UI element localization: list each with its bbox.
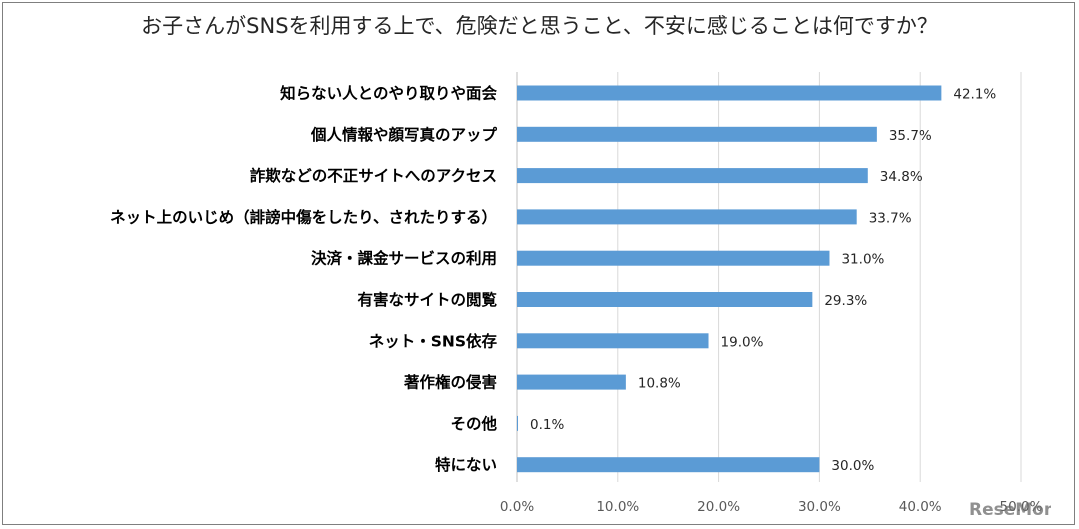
value-label: 34.8% [880, 169, 923, 185]
value-label: 0.1% [530, 417, 564, 433]
x-tick-label: 30.0% [798, 499, 841, 515]
category-label: ネット・SNS依存 [369, 331, 498, 350]
value-label: 30.0% [831, 458, 874, 474]
x-tick-label: 50.0% [1000, 499, 1043, 515]
resemom-logo: ReseMom [969, 499, 1051, 519]
bars [517, 85, 942, 473]
value-labels: 42.1% 35.7% 34.8% 33.7% 31.0% 29.3% 19.0% 10.8%… [530, 87, 996, 475]
category-label: ネット上のいじめ（誹謗中傷をしたり、されたりする） [110, 207, 497, 226]
bar [517, 250, 830, 266]
bar [517, 209, 857, 225]
bar [517, 457, 820, 473]
bar [517, 333, 709, 349]
category-label: 著作権の侵害 [403, 373, 497, 392]
x-tick-label: 40.0% [899, 499, 942, 515]
x-tick-label: 20.0% [697, 499, 740, 515]
value-label: 33.7% [869, 210, 912, 226]
value-label: 19.0% [721, 334, 764, 350]
bar [517, 126, 877, 142]
value-label: 10.8% [638, 376, 681, 392]
category-label: 個人情報や顔写真のアップ [310, 125, 498, 144]
bar [517, 168, 868, 184]
category-labels: 知らない人とのやり取りや面会個人情報や顔写真のアップ詐欺などの不正サイトへのアク… [110, 84, 497, 475]
x-axis-tick-labels: 0.0% 10.0% 20.0% 30.0% 40.0% 50.0% [500, 499, 1043, 515]
category-label: 特にない [435, 455, 497, 474]
category-label: 決済・課金サービスの利用 [311, 249, 497, 268]
category-label: その他 [450, 414, 497, 433]
category-label: 詐欺などの不正サイトへのアクセス [250, 166, 497, 185]
category-label: 知らない人とのやり取りや面会 [280, 84, 497, 103]
svg-text:ReseMom: ReseMom [969, 500, 1051, 519]
value-label: 31.0% [841, 252, 884, 268]
category-label: 有害なサイトの閲覧 [357, 290, 497, 309]
x-tick-label: 10.0% [596, 499, 639, 515]
value-label: 29.3% [824, 293, 867, 309]
value-label: 42.1% [953, 87, 996, 103]
bar [517, 292, 813, 307]
chart-title: お子さんがSNSを利用する上で、危険だと思うこと、不安に感じることは何ですか？ [141, 14, 938, 38]
bar [517, 374, 626, 390]
bar [517, 415, 519, 431]
x-tick-label: 0.0% [500, 499, 534, 515]
value-label: 35.7% [889, 128, 932, 144]
bar [517, 85, 942, 101]
